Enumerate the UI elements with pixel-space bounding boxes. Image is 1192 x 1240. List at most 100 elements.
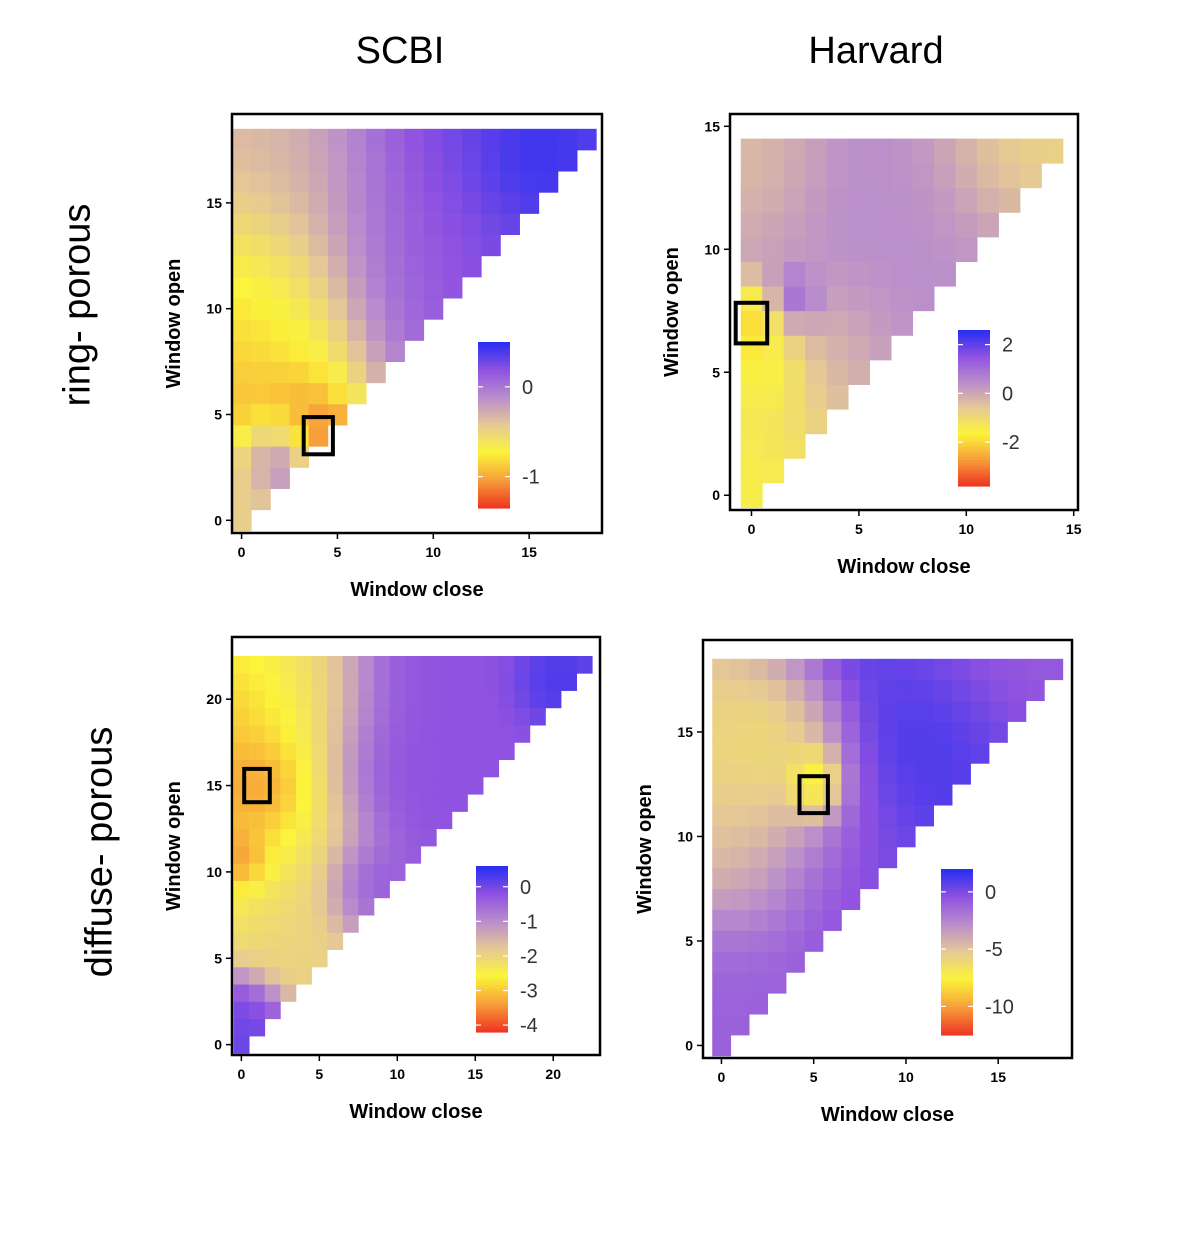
x-tick-label: 15: [467, 1066, 483, 1082]
colorbar-segment: [941, 999, 973, 1003]
heatmap-cell: [712, 1035, 732, 1057]
colorbar-segment: [941, 916, 973, 920]
heatmap-cell: [264, 966, 281, 985]
heatmap-cell: [1044, 658, 1064, 681]
colorbar-segment: [476, 882, 508, 886]
heatmap-cell: [366, 340, 386, 362]
x-tick-label: 5: [334, 544, 342, 560]
heatmap-cell: [327, 213, 348, 236]
heatmap-cell: [373, 690, 390, 709]
heatmap-cell: [295, 707, 312, 726]
heatmap-cell: [891, 310, 913, 336]
heatmap-cell: [804, 846, 824, 869]
colorbar-segment: [478, 422, 510, 426]
colorbar-segment: [478, 505, 510, 509]
heatmap-cell: [538, 171, 559, 193]
heatmap-cell: [786, 909, 805, 931]
colorbar-segment: [941, 1007, 973, 1011]
colorbar-segment: [476, 913, 508, 917]
colorbar-segment: [478, 353, 510, 357]
heatmap-cell: [783, 359, 806, 385]
heatmap-cell: [712, 826, 732, 848]
heatmap-cell: [295, 811, 312, 830]
colorbar-segment: [478, 466, 510, 470]
heatmap-cell: [538, 149, 559, 172]
heatmap-cell: [804, 826, 824, 848]
heatmap-cell: [373, 742, 390, 761]
heatmap-cell: [327, 742, 344, 761]
heatmap-cell: [347, 361, 367, 384]
heatmap-cell: [730, 826, 750, 848]
heatmap-cell: [933, 679, 953, 702]
heatmap-cell: [859, 826, 879, 848]
colorbar-segment: [476, 890, 508, 895]
colorbar-segment: [958, 361, 990, 365]
heatmap-cell: [740, 433, 763, 459]
heatmap-cell: [342, 828, 359, 847]
heatmap-cell: [280, 966, 297, 985]
heatmap-cell: [498, 673, 515, 691]
heatmap-cell: [786, 721, 805, 743]
heatmap-cell: [804, 784, 824, 806]
heatmap-cell: [373, 811, 390, 830]
heatmap-cell: [878, 721, 898, 743]
heatmap-cell: [451, 725, 468, 743]
colorbar-segment: [476, 996, 508, 1000]
y-tick-label: 20: [206, 691, 222, 707]
heatmap-cell: [730, 846, 750, 869]
colorbar-segment: [958, 400, 990, 404]
heatmap-cell: [249, 949, 266, 968]
y-tick-label: 5: [214, 406, 222, 422]
colorbar-segment: [476, 968, 508, 972]
colorbar-segment: [476, 926, 508, 931]
colorbar-tick-label: -2: [1002, 432, 1020, 454]
colorbar-segment: [958, 348, 990, 352]
heatmap-cell: [498, 690, 515, 709]
heatmap-cell: [342, 656, 359, 674]
colorbar-segment: [478, 416, 510, 421]
heatmap-cell: [804, 742, 824, 764]
heatmap-cell: [749, 993, 768, 1015]
colorbar-segment: [941, 976, 973, 981]
heatmap-cell: [327, 932, 344, 951]
colorbar-segment: [958, 413, 990, 417]
heatmap-cell: [869, 310, 892, 336]
colorbar-segment: [941, 1021, 973, 1025]
heatmap-cell: [970, 679, 990, 702]
heatmap-cell: [442, 234, 463, 257]
heatmap-cell: [373, 828, 390, 847]
heatmap-cell: [848, 359, 871, 385]
heatmap-cell: [251, 128, 271, 151]
heatmap-cell: [848, 163, 871, 189]
colorbar-segment: [476, 943, 508, 947]
x-tick-label: 15: [990, 1069, 1006, 1085]
heatmap-cell: [841, 721, 861, 743]
colorbar-segment: [478, 355, 510, 360]
colorbar-segment: [478, 483, 510, 487]
colorbar-segment: [476, 998, 508, 1003]
heatmap-cell: [358, 880, 375, 899]
heatmap-cell: [762, 187, 785, 213]
heatmap-cell: [358, 863, 375, 881]
heatmap-cell: [311, 776, 328, 795]
heatmap-cell: [762, 236, 785, 262]
heatmap-cell: [519, 128, 540, 151]
heatmap-cell: [232, 319, 252, 341]
heatmap-cell: [805, 236, 828, 262]
heatmap-cell: [869, 236, 892, 262]
heatmap-cell: [327, 794, 344, 812]
heatmap-cell: [327, 128, 348, 151]
heatmap-cell: [977, 187, 999, 213]
colorbar-segment: [478, 377, 510, 382]
heatmap-cell: [767, 784, 787, 806]
heatmap-cell: [308, 340, 329, 362]
heatmap-cell: [405, 776, 422, 795]
heatmap-cell: [270, 361, 290, 384]
heatmap-cell: [289, 255, 310, 278]
heatmap-cell: [358, 725, 375, 743]
heatmap-cell: [519, 171, 540, 193]
heatmap-cell: [420, 690, 437, 709]
colorbar-segment: [941, 1029, 973, 1033]
heatmap-cell: [822, 763, 842, 785]
heatmap-cell: [289, 361, 310, 384]
